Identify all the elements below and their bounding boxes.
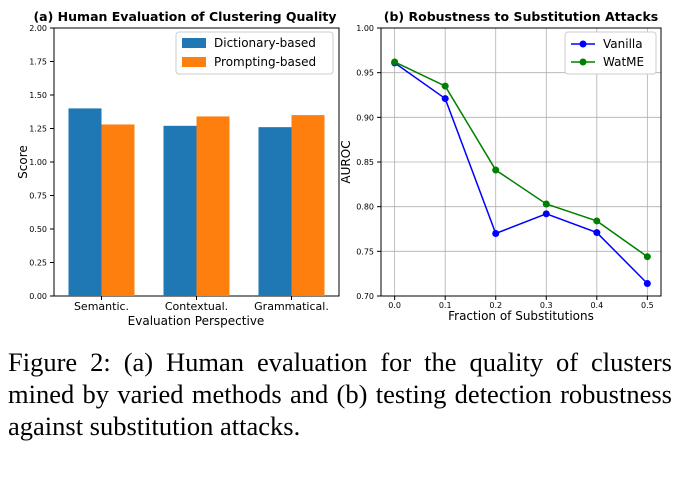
legend-frame [564,31,657,75]
y-tick-label: 0.00 [29,292,47,301]
series-line-watme [394,61,648,258]
y-tick-label: 0.90 [356,113,374,122]
y-tick-label: 1.00 [356,24,374,33]
y-tick-label: 0.75 [356,247,374,256]
legend-label-dictionary: Dictionary-based [214,36,316,50]
line-chart-xlabel: Fraction of Substitutions [448,309,594,323]
data-point-watme [441,82,449,90]
legend-label-watme: WatME [603,55,644,69]
legend-swatch-dictionary [182,38,206,48]
data-point-watme [542,200,550,208]
bar-chart-y-axis: 0.00 0.25 0.50 0.75 1.00 1.25 1.50 1.75 2.00 [29,24,54,301]
legend-marker-watme [579,58,587,66]
legend-swatch-prompting [182,57,206,67]
line-chart: (b) Robustness to Substitution Attacks 0… [339,9,662,323]
x-tick-label: Grammatical. [254,300,329,313]
data-point-watme [492,166,500,174]
bar-chart-legend: Dictionary-based Prompting-based [175,31,334,75]
x-tick-label: 0.2 [489,301,502,310]
data-point-watme [593,217,601,225]
figure-caption: Figure 2: (a) Human evaluation for the q… [8,347,672,441]
bar [258,127,292,296]
bar-chart-ylabel: Score [16,145,30,179]
x-tick-label: 0.0 [388,301,401,310]
y-tick-label: 1.50 [29,91,47,100]
x-tick-label: 0.5 [641,301,654,310]
y-tick-label: 0.70 [356,292,374,301]
bar-chart-title: (a) Human Evaluation of Clustering Quali… [33,9,336,24]
bar-chart-x-axis: Semantic. Contextual. Grammatical. [74,296,329,313]
data-point-watme [391,58,399,66]
y-tick-label: 2.00 [29,24,47,33]
bar [101,124,135,296]
y-tick-label: 0.25 [29,259,47,268]
line-chart-title: (b) Robustness to Substitution Attacks [384,9,658,24]
legend-marker-vanilla [579,40,587,48]
data-point-vanilla [441,95,449,103]
bar-chart: (a) Human Evaluation of Clustering Quali… [16,9,340,328]
y-tick-label: 0.95 [356,69,374,78]
legend-frame [175,31,334,75]
data-point-watme [643,253,651,261]
x-tick-label: Semantic. [74,300,129,313]
bar-chart-bars [68,108,325,297]
bar [68,108,102,297]
line-chart-legend: Vanilla WatME [564,31,657,75]
data-point-vanilla [593,229,601,237]
figure: (a) Human Evaluation of Clustering Quali… [16,9,662,328]
bar [291,115,325,296]
y-tick-label: 0.75 [29,192,47,201]
y-tick-label: 0.80 [356,203,374,212]
y-tick-label: 1.75 [29,58,47,67]
line-chart-x-axis: 0.0 0.1 0.2 0.3 0.4 0.5 [388,296,654,310]
y-tick-label: 0.85 [356,158,374,167]
y-tick-label: 1.25 [29,125,47,134]
legend-label-prompting: Prompting-based [214,55,316,69]
bar [196,116,230,296]
line-chart-ylabel: AUROC [339,140,353,183]
data-point-vanilla [492,229,500,237]
data-point-vanilla [542,210,550,218]
x-tick-label: 0.4 [590,301,603,310]
line-chart-y-axis: 0.70 0.75 0.80 0.85 0.90 0.95 1.00 [356,24,381,301]
bar [163,125,197,296]
series-line-vanilla [394,62,648,285]
x-tick-label: Contextual. [165,300,228,313]
bar-chart-xlabel: Evaluation Perspective [128,314,265,328]
x-tick-label: 0.3 [540,301,553,310]
data-point-vanilla [643,279,651,287]
line-chart-series [391,58,651,287]
x-tick-label: 0.1 [439,301,452,310]
y-tick-label: 1.00 [29,158,47,167]
y-tick-label: 0.50 [29,225,47,234]
legend-label-vanilla: Vanilla [603,37,643,51]
